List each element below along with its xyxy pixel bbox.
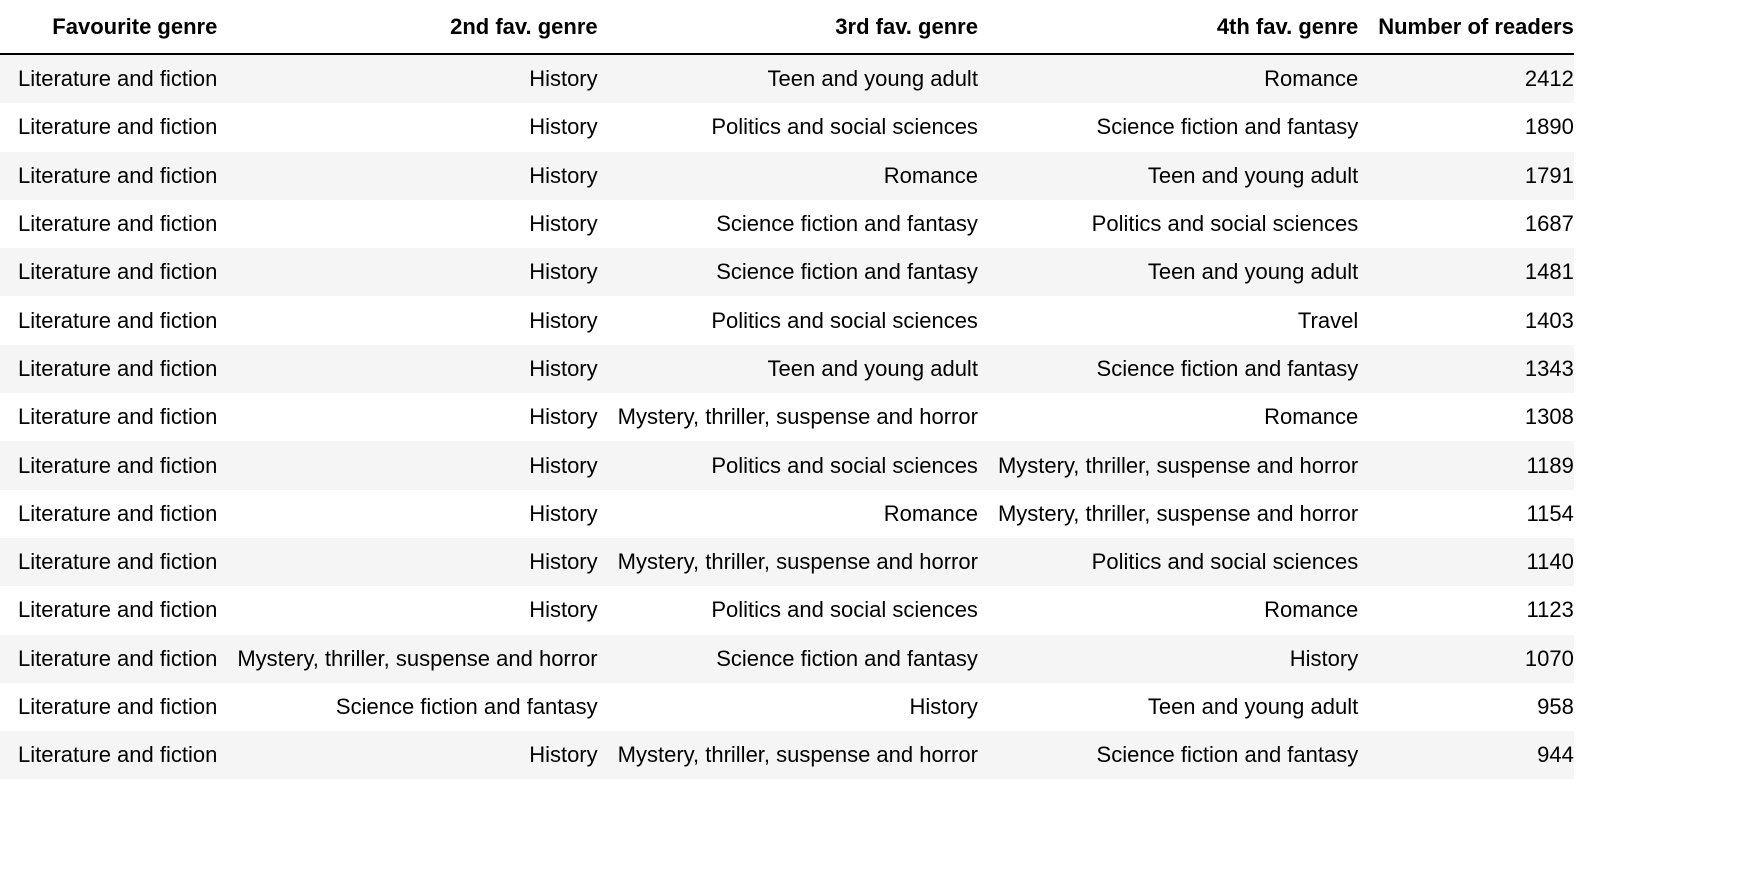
favourite-genre-cell: Literature and fiction [18,645,218,671]
favourite-genre-cell: Literature and fiction [18,307,218,333]
fourth-genre-cell: Science fiction and fantasy [1096,742,1359,768]
favourite-genre-cell: Literature and fiction [18,259,218,285]
favourite-genre-cell: Literature and fiction [18,114,218,140]
third-genre-cell: Science fiction and fantasy [716,259,978,285]
favourite-genre-cell: Literature and fiction [18,500,218,526]
second-genre-cell: History [529,597,598,623]
readers-count-cell: 1791 [1524,162,1574,188]
readers-count-cell: 2412 [1524,66,1574,92]
fourth-genre-cell: Mystery, thriller, suspense and horror [997,452,1359,478]
table-row: Literature and fiction History Romance Teen… [0,151,1574,200]
third-genre-cell: Politics and social sciences [711,307,978,333]
second-genre-cell: History [529,452,598,478]
readers-count-cell: 1070 [1524,645,1574,671]
favourite-genre-cell: Literature and fiction [18,597,218,623]
second-genre-cell: History [529,404,598,430]
table-row: Literature and fiction History Politics an… [0,441,1574,490]
favourite-genre-cell: Literature and fiction [18,404,218,430]
fourth-genre-cell: Romance [1264,66,1359,92]
second-genre-cell: Science fiction and fantasy [335,694,598,719]
table-row: Literature and fiction History Politics an… [0,103,1574,152]
second-genre-cell: History [529,307,598,333]
table-row: Literature and fiction History Politics an… [0,296,1574,345]
third-genre-cell: Politics and social sciences [711,452,978,478]
readers-count-cell: 1481 [1524,259,1574,285]
fourth-genre-cell: Romance [1264,597,1359,623]
fourth-genre-cell: Mystery, thriller, suspense and horror [997,500,1359,526]
genre-combinations-table: Favourite genre 2nd fav. genre 3rd fav. … [0,0,1574,780]
header-row: Favourite genre 2nd fav. genre 3rd fav. … [0,0,1574,55]
table-row: Literature and fiction History Science fic… [0,199,1574,249]
table-row: Literature and fiction Science fiction an… [0,682,1574,732]
table-row: Literature and fiction History Romance Myst… [0,489,1574,538]
third-genre-cell: Mystery, thriller, suspense and horror [617,404,978,430]
third-genre-cell: Science fiction and fantasy [716,645,978,671]
second-genre-cell: Mystery, thriller, suspense and horror [237,645,598,671]
readers-count-cell: 1189 [1526,452,1574,478]
column-header-3rd-fav-genre: 3rd fav. genre [597,0,978,55]
readers-count-cell: 1687 [1524,211,1574,237]
column-header-4th-fav-genre: 4th fav. genre [977,0,1359,55]
table-row: Literature and fiction History Mystery, th… [0,731,1574,780]
third-genre-cell: Mystery, thriller, suspense and horror [617,742,978,768]
third-genre-cell: Politics and social sciences [711,597,978,623]
favourite-genre-cell: Literature and fiction [18,742,218,768]
favourite-genre-cell: Literature and fiction [18,211,218,237]
column-header-favourite-genre: Favourite genre [0,0,218,55]
favourite-genre-cell: Literature and fiction [18,549,218,575]
table-row: Literature and fiction History Mystery, th… [0,393,1574,442]
favourite-genre-cell: Literature and fiction [18,452,218,478]
readers-count-cell: 1123 [1526,597,1574,623]
fourth-genre-cell: Politics and social sciences [1091,211,1359,237]
table-row: Literature and fiction History Politics an… [0,586,1574,635]
table-body: Literature and fiction History Teen and yo… [0,54,1574,780]
readers-count-cell: 1890 [1524,114,1574,140]
second-genre-cell: History [529,549,598,575]
readers-count-cell: 1154 [1526,500,1574,526]
table-row: Literature and fiction History Teen and yo… [0,54,1574,104]
fourth-genre-cell: Politics and social sciences [1091,549,1359,575]
readers-count-cell: 1140 [1526,549,1574,575]
fourth-genre-cell: History [1289,645,1359,671]
readers-count-cell: 1343 [1524,355,1574,381]
column-header-number-of-readers: Number of readers [1358,0,1574,55]
fourth-genre-cell: Teen and young adult [1147,259,1359,285]
third-genre-cell: Romance [883,500,978,526]
readers-count-cell: 1403 [1524,307,1574,333]
fourth-genre-cell: Science fiction and fantasy [1096,114,1359,140]
fourth-genre-cell: Science fiction and fantasy [1096,355,1359,381]
readers-count-cell: 944 [1537,742,1574,768]
fourth-genre-cell: Teen and young adult [1147,694,1359,719]
third-genre-cell: Politics and social sciences [711,114,978,140]
third-genre-cell: Science fiction and fantasy [716,211,978,237]
table-row: Literature and fiction History Mystery, th… [0,537,1574,587]
second-genre-cell: History [529,500,598,526]
favourite-genre-cell: Literature and fiction [18,66,218,92]
table-row: Literature and fiction Mystery, thriller,… [0,634,1574,683]
table-row: Literature and fiction History Teen and yo… [0,344,1574,394]
second-genre-cell: History [529,259,598,285]
second-genre-cell: History [529,211,598,237]
third-genre-cell: Romance [883,162,978,188]
third-genre-cell: Teen and young adult [767,355,978,381]
third-genre-cell: Teen and young adult [767,66,978,92]
favourite-genre-cell: Literature and fiction [18,694,218,719]
second-genre-cell: History [529,355,598,381]
favourite-genre-cell: Literature and fiction [18,162,218,188]
second-genre-cell: History [529,162,598,188]
fourth-genre-cell: Teen and young adult [1147,162,1359,188]
favourite-genre-cell: Literature and fiction [18,355,218,381]
third-genre-cell: Mystery, thriller, suspense and horror [617,549,978,575]
column-header-2nd-fav-genre: 2nd fav. genre [217,0,598,55]
readers-count-cell: 958 [1537,694,1574,719]
second-genre-cell: History [529,66,598,92]
fourth-genre-cell: Romance [1264,404,1359,430]
third-genre-cell: History [909,694,978,719]
second-genre-cell: History [529,742,598,768]
second-genre-cell: History [529,114,598,140]
table-header: Favourite genre 2nd fav. genre 3rd fav. … [0,0,1574,55]
fourth-genre-cell: Travel [1297,307,1359,333]
readers-count-cell: 1308 [1524,404,1574,430]
table-row: Literature and fiction History Science fic… [0,248,1574,297]
